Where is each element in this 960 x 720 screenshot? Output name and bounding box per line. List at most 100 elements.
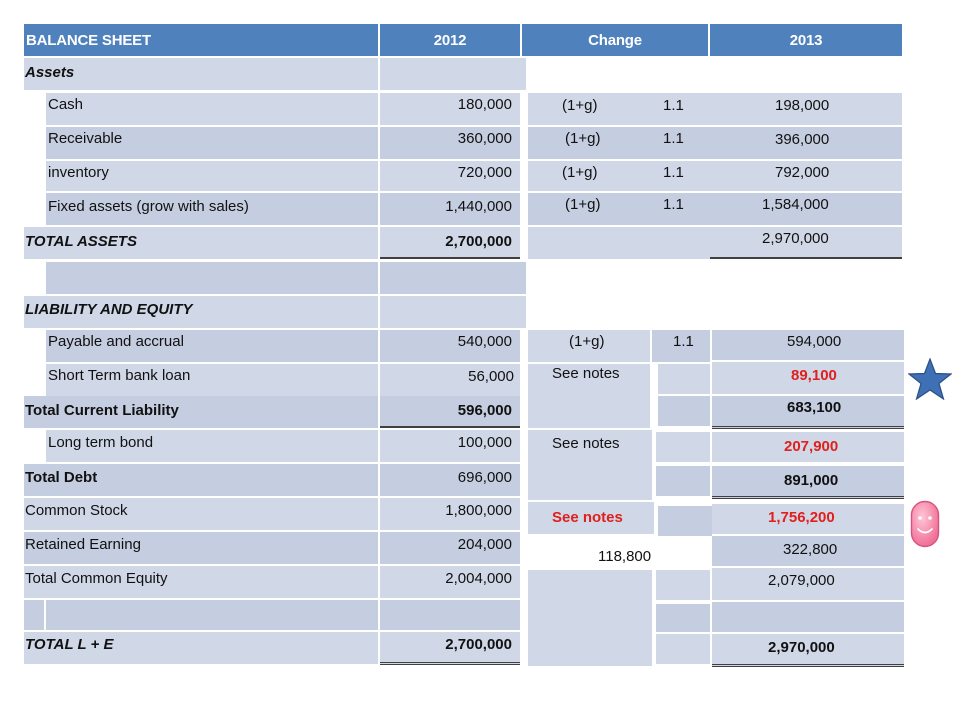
- header-2013: 2013: [710, 24, 902, 56]
- change-bg-total-cl-f: [658, 396, 710, 426]
- row-bg-retained: [24, 532, 378, 564]
- value-payable-2012: 540,000: [457, 333, 512, 350]
- header-2012: 2012: [380, 24, 520, 56]
- row-bg-total-le: [24, 632, 378, 664]
- cell-bg-retained-2013: [712, 536, 904, 566]
- change-bg-fixed: [528, 193, 710, 225]
- value-lt-bond-2013: 207,900: [784, 438, 839, 455]
- change-bg-common-notes: [528, 502, 654, 534]
- cell-bg-st-loan-2012: [380, 364, 520, 396]
- cell-bg-total-ce-2013: [712, 568, 904, 600]
- change-bg-blank-f: [656, 604, 710, 632]
- value-total-ce-2012: 2,004,000: [445, 570, 512, 587]
- change-bg-total-debt-f: [656, 466, 710, 496]
- row-bg-total-cl: [24, 396, 378, 428]
- factor-fixed: 1.1: [663, 196, 684, 213]
- change-bg-cash: [528, 93, 710, 125]
- value-fixed-2012: 1,440,000: [445, 198, 512, 215]
- cell-bg-total-ce-2012: [380, 566, 520, 598]
- value-total-cl-2013: 683,100: [787, 399, 842, 416]
- row-bg-cash: [46, 93, 378, 125]
- cell-bg-common-2013: [712, 504, 904, 534]
- row-bg-blank-2a: [24, 600, 44, 630]
- cell-bg-lt-bond-2012: [380, 430, 520, 462]
- growth-receivable: (1+g): [565, 130, 601, 147]
- value-inventory-2012: 720,000: [457, 164, 512, 181]
- value-lt-bond-2012: 100,000: [457, 434, 512, 451]
- row-bg-total-assets: [24, 227, 378, 259]
- cell-bg-total-debt-2012: [380, 464, 520, 496]
- change-bg-st-loan-f: [658, 364, 710, 394]
- value-total-cl-2012: 596,000: [457, 402, 512, 419]
- value-common-2012: 1,800,000: [445, 502, 512, 519]
- value-total-ce-2013: 2,079,000: [768, 572, 835, 589]
- cell-bg-lt-bond-2013: [712, 432, 904, 462]
- value-retained-2012: 204,000: [457, 536, 512, 553]
- row-bg-total-debt: [24, 464, 378, 496]
- factor-receivable: 1.1: [663, 130, 684, 147]
- label-inventory: inventory: [48, 164, 109, 181]
- value-common-2013: 1,756,200: [768, 509, 835, 526]
- row-bg-receivable: [46, 127, 378, 159]
- value-total-le-2013: 2,970,000: [768, 639, 835, 656]
- cell-bg-retained-2012: [380, 532, 520, 564]
- value-cash-2013: 198,000: [775, 97, 830, 114]
- header-change: Change: [522, 24, 708, 56]
- row-bg-fixed-assets: [46, 193, 378, 225]
- cell-bg-inventory-2012: [380, 161, 520, 191]
- row-bg-total-ce: [24, 566, 378, 598]
- smiley-face-icon: [910, 500, 940, 548]
- change-retained: 118,800: [598, 548, 652, 565]
- cell-bg-payable-2012: [380, 330, 520, 362]
- value-receivable-2013: 396,000: [775, 131, 830, 148]
- label-lt-bond: Long term bond: [48, 434, 154, 451]
- cell-bg-blank-2-2012: [380, 600, 520, 630]
- cell-bg-total-le-2012: [380, 632, 520, 665]
- row-bg-st-loan: [46, 364, 378, 396]
- label-liability-equity: LIABILITY AND EQUITY: [25, 301, 193, 318]
- row-bg-blank-2b: [46, 600, 378, 630]
- label-total-cl: Total Current Liability: [25, 402, 179, 419]
- growth-fixed: (1+g): [565, 196, 601, 213]
- cell-bg-receivable-2012: [380, 127, 520, 159]
- change-bg-inventory: [528, 161, 710, 191]
- value-inventory-2013: 792,000: [775, 164, 830, 181]
- label-assets: Assets: [25, 64, 75, 81]
- change-bg-receivable: [528, 127, 710, 159]
- value-st-loan-2012: 56,000: [468, 368, 514, 385]
- change-bg-payable-g: [528, 330, 650, 362]
- label-total-ce: Total Common Equity: [25, 570, 168, 587]
- cell-bg-total-debt-2013: [712, 466, 904, 499]
- row-bg-inventory: [46, 161, 378, 191]
- cell-bg-common-2012: [380, 498, 520, 530]
- cell-bg-total-cl-2013: [712, 396, 904, 429]
- growth-payable: (1+g): [569, 333, 605, 350]
- cell-bg-total-le-2013: [712, 634, 904, 667]
- value-fixed-2013: 1,584,000: [762, 196, 829, 213]
- label-receivable: Receivable: [48, 130, 123, 147]
- cell-bg-total-assets-2013: [710, 227, 902, 259]
- label-cash: Cash: [48, 96, 84, 113]
- cell-bg-fixed-2013: [710, 193, 902, 225]
- cell-bg-blank-1-2012: [380, 262, 526, 294]
- change-bg-total-assets: [528, 227, 710, 259]
- balance-sheet-title: BALANCE SHEET: [24, 24, 378, 56]
- row-bg-liab-equity: [24, 296, 378, 328]
- change-bg-lower-block: [528, 570, 652, 666]
- label-payable: Payable and accrual: [48, 333, 184, 350]
- label-total-le: TOTAL L + E: [25, 636, 114, 653]
- row-bg-payable: [46, 330, 378, 362]
- cell-bg-cash-2012: [380, 93, 520, 125]
- change-bg-total-le-f: [656, 634, 710, 664]
- value-receivable-2012: 360,000: [457, 130, 512, 147]
- label-fixed-assets: Fixed assets (grow with sales): [48, 198, 249, 215]
- cell-bg-total-assets-2012: [380, 227, 520, 259]
- growth-inventory: (1+g): [562, 164, 598, 181]
- label-total-debt: Total Debt: [25, 469, 98, 486]
- cell-bg-liab-equity-2012: [380, 296, 526, 328]
- row-bg-common-stock: [24, 498, 378, 530]
- label-total-assets: TOTAL ASSETS: [25, 233, 137, 250]
- value-total-assets-2013: 2,970,000: [762, 230, 829, 247]
- cell-bg-fixed-2012: [380, 193, 520, 225]
- label-common-stock: Common Stock: [25, 502, 128, 519]
